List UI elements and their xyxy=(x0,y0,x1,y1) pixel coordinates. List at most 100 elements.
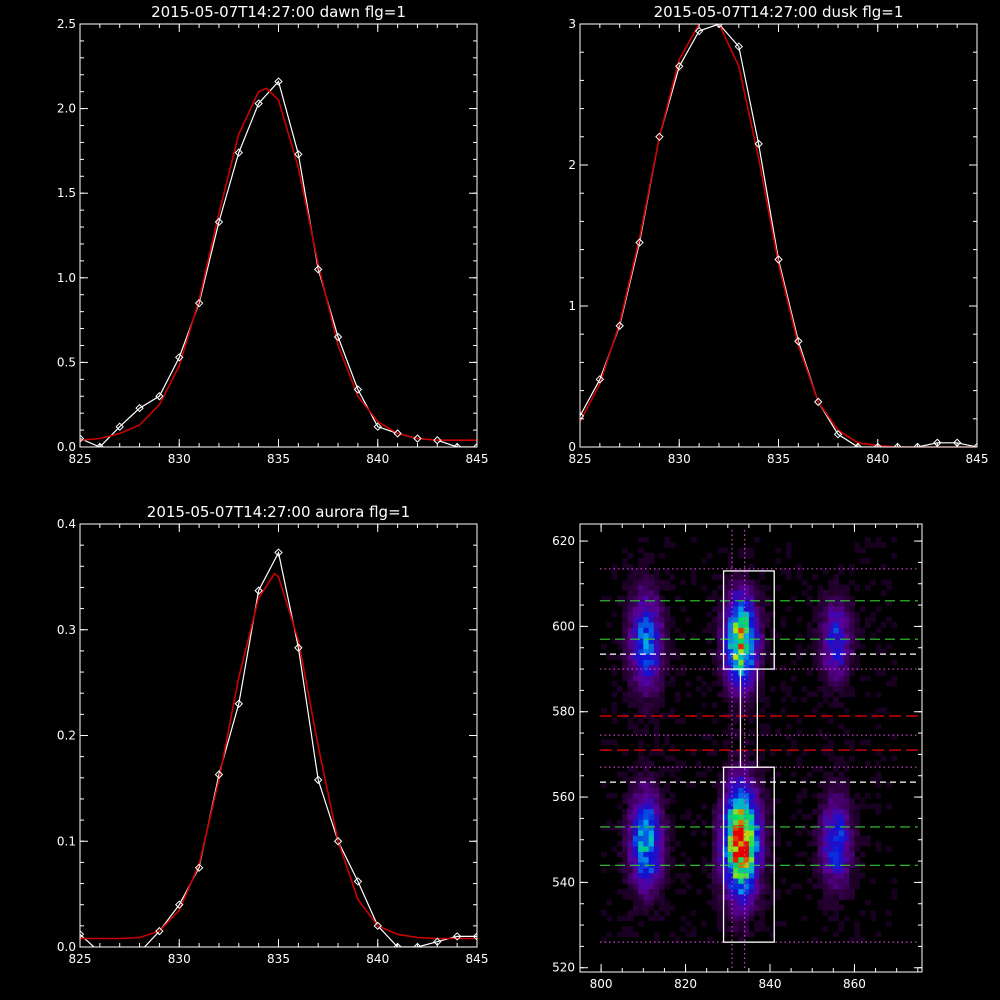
heatmap-cell xyxy=(838,787,845,794)
heatmap-cell xyxy=(733,584,739,591)
heatmap-cell xyxy=(711,851,718,858)
heatmap-cell xyxy=(717,638,723,644)
heatmap-cell xyxy=(748,803,755,810)
heatmap-cell xyxy=(717,622,723,628)
heatmap-cell xyxy=(854,819,861,826)
heatmap-cell xyxy=(738,606,744,612)
heatmap-cell xyxy=(828,632,834,639)
y-tick-label: 1 xyxy=(568,299,576,313)
heatmap-cell xyxy=(854,643,861,650)
heatmap-cell xyxy=(648,814,655,820)
heatmap-cell xyxy=(828,659,834,666)
heatmap-cell xyxy=(680,670,686,676)
heatmap-cell xyxy=(754,846,760,852)
heatmap-cell xyxy=(743,552,750,559)
heatmap-cell xyxy=(632,654,639,660)
heatmap-cell xyxy=(653,648,660,655)
heatmap-cell xyxy=(659,878,665,884)
heatmap-cell xyxy=(759,675,766,682)
heatmap-cell xyxy=(711,808,718,815)
heatmap-cell xyxy=(733,819,739,826)
heatmap-cell xyxy=(659,808,665,815)
heatmap-cell xyxy=(754,664,760,671)
heatmap-cell xyxy=(632,760,639,767)
heatmap-cell xyxy=(653,835,660,842)
heatmap-cell xyxy=(838,627,845,634)
heatmap-cell xyxy=(838,771,845,778)
heatmap-cell xyxy=(643,883,649,890)
heatmap-cell xyxy=(711,840,718,847)
heatmap-cell xyxy=(743,760,750,767)
heatmap-cell xyxy=(748,584,755,591)
heatmap-cell xyxy=(659,846,665,852)
heatmap-cell xyxy=(653,691,660,698)
heatmap-cell xyxy=(638,675,644,682)
heatmap-cell xyxy=(643,712,649,719)
heatmap-cell xyxy=(838,622,845,628)
y-tick-label: 600 xyxy=(552,619,575,633)
heatmap-cell xyxy=(638,808,644,815)
heatmap-cell xyxy=(643,728,649,735)
heatmap-cell xyxy=(875,792,882,799)
heatmap-cell xyxy=(627,574,634,580)
heatmap-cell xyxy=(653,856,660,863)
heatmap-cell xyxy=(780,707,787,714)
heatmap-cell xyxy=(733,632,739,639)
heatmap-cell xyxy=(632,574,639,580)
heatmap-cell xyxy=(849,835,855,842)
heatmap-cell xyxy=(838,846,845,852)
heatmap-cell xyxy=(785,568,792,575)
heatmap-cell xyxy=(759,568,766,575)
heatmap-cell xyxy=(748,808,755,815)
heatmap-cell xyxy=(685,931,692,938)
heatmap-cell xyxy=(796,654,803,660)
heatmap-cell xyxy=(717,792,723,799)
diamond-point xyxy=(194,298,204,308)
heatmap-cell xyxy=(733,680,739,687)
heatmap-cell xyxy=(838,563,845,570)
x-tick-label: 820 xyxy=(674,977,697,991)
heatmap-cell xyxy=(817,872,824,879)
heatmap-cell xyxy=(743,606,750,612)
heatmap-cell xyxy=(754,659,760,666)
heatmap-cell xyxy=(632,611,639,618)
heatmap-cell xyxy=(727,776,734,783)
heatmap-cell xyxy=(648,691,655,698)
heatmap-cell xyxy=(743,883,750,890)
heatmap-cell xyxy=(849,814,855,820)
heatmap-cell xyxy=(733,910,739,916)
heatmap-cell xyxy=(632,728,639,735)
heatmap-cell xyxy=(627,696,634,703)
heatmap-cell xyxy=(743,680,750,687)
heatmap-cell xyxy=(659,648,665,655)
heatmap-cell xyxy=(748,712,755,719)
heatmap-cell xyxy=(743,595,750,602)
heatmap-cell xyxy=(849,878,855,884)
heatmap-cell xyxy=(865,536,871,543)
heatmap-cell xyxy=(701,803,708,810)
heatmap-cell xyxy=(653,686,660,692)
heatmap-cell xyxy=(669,830,676,836)
heatmap-cell xyxy=(727,792,734,799)
heatmap-cell xyxy=(770,750,776,756)
heatmap-cell xyxy=(632,664,639,671)
heatmap-cell xyxy=(759,878,766,884)
heatmap-cell xyxy=(833,638,839,644)
heatmap-cell xyxy=(717,915,723,922)
heatmap-cell xyxy=(822,638,829,644)
heatmap-cell xyxy=(722,787,729,794)
heatmap-cell xyxy=(843,600,850,607)
heatmap-cell xyxy=(643,606,649,612)
heatmap-cell xyxy=(653,606,660,612)
heatmap-cell xyxy=(759,691,766,698)
heatmap-cell xyxy=(733,718,739,724)
heatmap-cell xyxy=(759,920,766,927)
heatmap-cell xyxy=(717,888,723,895)
heatmap-cell xyxy=(838,894,845,900)
heatmap-cell xyxy=(643,904,649,911)
heatmap-cell xyxy=(733,568,739,575)
heatmap-cell xyxy=(759,595,766,602)
y-tick-label: 0.4 xyxy=(57,517,76,531)
heatmap-cell xyxy=(828,744,834,751)
heatmap-cell xyxy=(722,931,729,938)
